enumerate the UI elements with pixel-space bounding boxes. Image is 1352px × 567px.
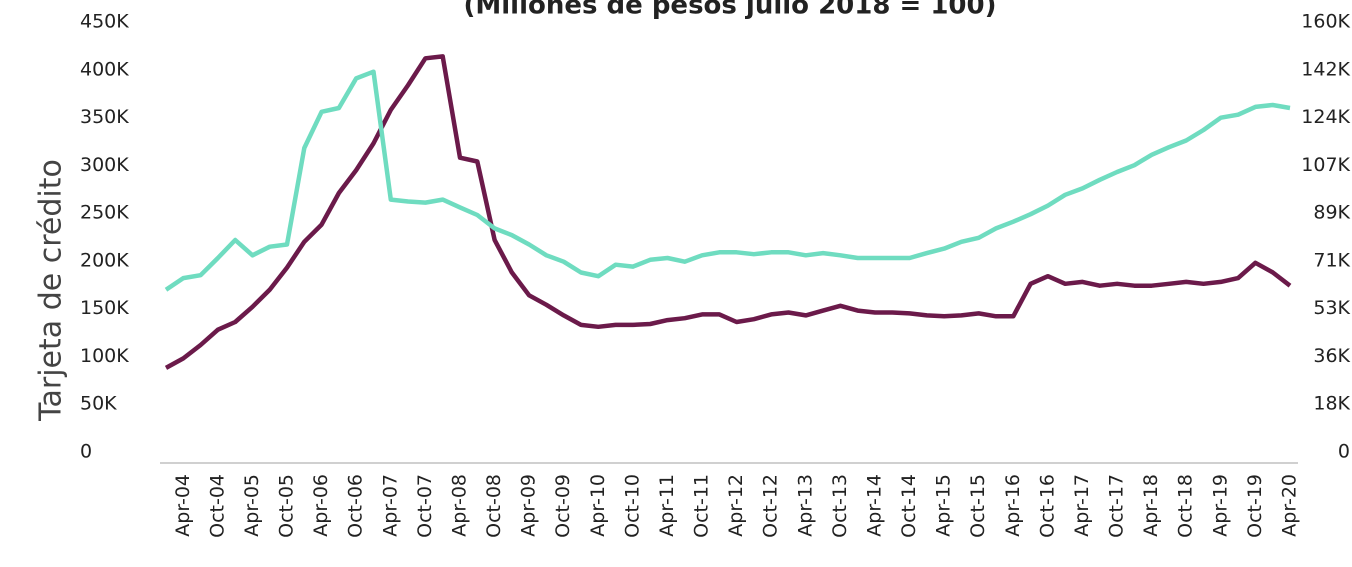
y-tick-label: 250K [80,202,129,224]
y2-tick-label: 124K [1301,106,1350,128]
x-tick-label: Apr-05 [241,474,263,537]
x-tick-label: Oct-05 [276,474,298,538]
y2-tick-label: 53K [1313,297,1350,319]
x-tick-label: Oct-12 [760,474,782,538]
x-tick-label: Oct-07 [414,474,436,538]
x-tick-label: Oct-18 [1175,474,1197,538]
y-tick-label: 400K [80,58,129,80]
y2-tick-label: 142K [1301,58,1350,80]
x-tick-label: Oct-10 [621,474,643,538]
x-tick-label: Oct-14 [898,474,920,538]
series-line [164,54,1292,370]
x-tick-label: Apr-12 [725,474,747,537]
y2-tick-label: 36K [1313,345,1350,367]
y-tick-label: 200K [80,249,129,271]
y-axis-label: Tarjeta de crédito [34,159,69,422]
x-tick-label: Oct-04 [206,474,228,538]
x-tick-label: Apr-04 [172,474,194,537]
x-tick-label: Oct-19 [1244,474,1266,538]
x-tick-label: Apr-16 [1002,474,1024,537]
x-tick-label: Apr-15 [933,474,955,537]
y-tick-label: 50K [80,393,117,415]
x-tick-label: Apr-10 [587,474,609,537]
y-tick-label: 350K [80,106,129,128]
x-tick-label: Apr-11 [656,474,678,537]
x-tick-label: Oct-06 [345,474,367,538]
y2-tick-label: 160K [1301,11,1350,33]
x-tick-label: Oct-15 [967,474,989,538]
x-tick-label: Apr-20 [1279,474,1301,537]
x-tick-label: Apr-09 [518,474,540,537]
y-tick-label: 150K [80,297,129,319]
x-tick-label: Oct-08 [483,474,505,538]
x-tick-label: Oct-13 [829,474,851,538]
y2-tick-label: 107K [1301,154,1350,176]
x-tick-label: Oct-09 [552,474,574,538]
y-tick-label: 0 [80,441,92,463]
x-tick-label: Oct-16 [1036,474,1058,538]
series-line [164,69,1291,292]
x-tick-label: Apr-07 [379,474,401,537]
x-tick-label: Oct-11 [691,474,713,538]
x-tick-label: Apr-19 [1209,474,1231,537]
x-tick-label: Oct-17 [1106,474,1128,538]
chart-title: (Millones de pesos julio 2018 = 100) [464,0,997,21]
y2-tick-label: 0 [1338,441,1350,463]
y2-tick-label: 89K [1313,202,1350,224]
y-tick-label: 300K [80,154,129,176]
x-tick-label: Apr-06 [310,474,332,537]
x-tick-label: Apr-13 [794,474,816,537]
x-tick-label: Apr-14 [863,474,885,537]
y-tick-label: 450K [80,11,129,33]
y2-tick-label: 71K [1313,249,1350,271]
x-tick-label: Apr-17 [1071,474,1093,537]
y-tick-label: 100K [80,345,129,367]
x-tick-label: Apr-08 [448,474,470,537]
x-tick-label: Apr-18 [1140,474,1162,537]
y2-tick-label: 18K [1313,393,1350,415]
